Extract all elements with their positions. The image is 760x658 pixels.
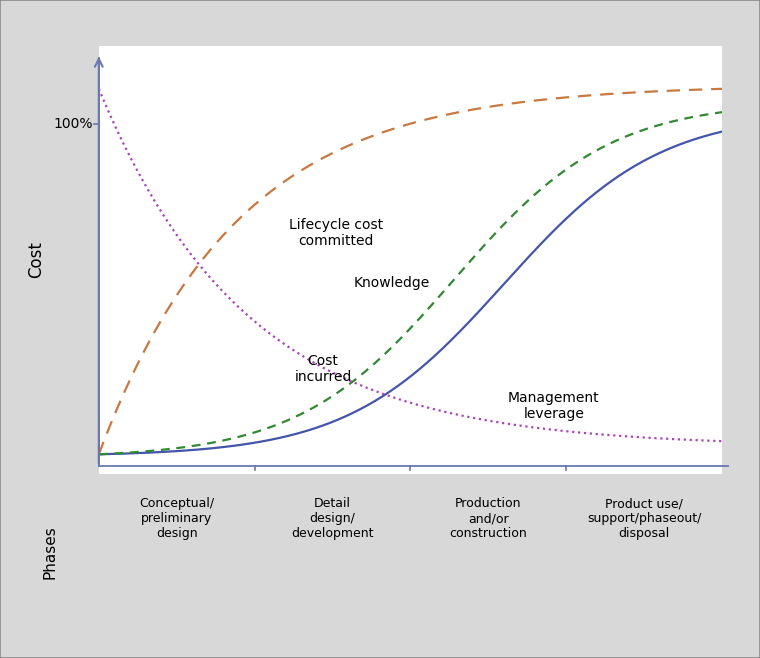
Text: Product use/
support/phaseout/
disposal: Product use/ support/phaseout/ disposal xyxy=(587,497,701,540)
Text: 100%: 100% xyxy=(53,117,93,131)
Text: Management
leverage: Management leverage xyxy=(508,391,600,421)
Text: Knowledge: Knowledge xyxy=(353,276,430,290)
Text: Cost: Cost xyxy=(27,241,46,278)
Text: Lifecycle cost
committed: Lifecycle cost committed xyxy=(289,218,383,248)
Text: Production
and/or
construction: Production and/or construction xyxy=(449,497,527,540)
Text: Phases: Phases xyxy=(43,525,58,579)
Text: Detail
design/
development: Detail design/ development xyxy=(291,497,374,540)
Text: Cost
incurred: Cost incurred xyxy=(294,354,352,384)
Text: Conceptual/
preliminary
design: Conceptual/ preliminary design xyxy=(139,497,214,540)
